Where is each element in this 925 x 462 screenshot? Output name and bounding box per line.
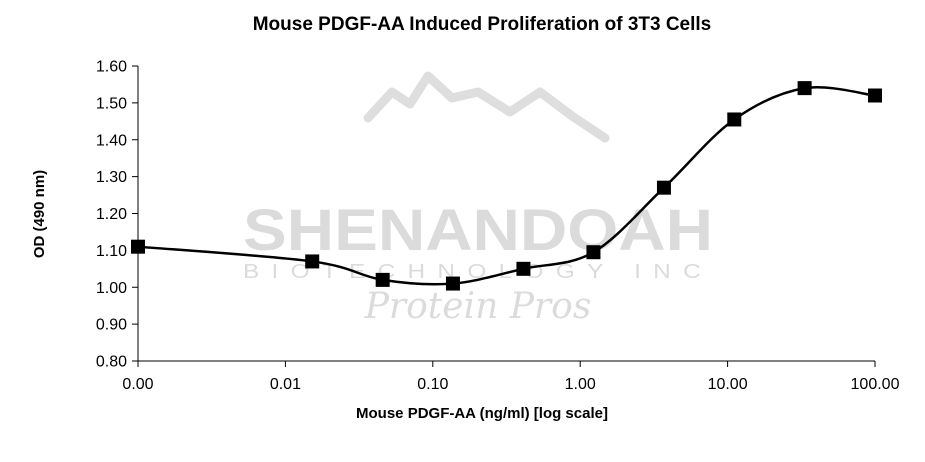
data-point-marker	[868, 88, 882, 103]
x-tick-label: 0.00	[122, 376, 153, 393]
series-line	[137, 86, 876, 286]
y-tick-label: 1.50	[96, 95, 127, 112]
x-ticks: 0.00 0.01 0.10 1.00 10.00 100.00	[122, 361, 900, 393]
y-tick-label: 1.10	[96, 243, 127, 260]
data-point-marker	[727, 112, 742, 127]
data-point-marker	[445, 276, 460, 291]
data-point-marker	[375, 272, 390, 287]
y-tick-label: 1.40	[96, 132, 127, 149]
mountain-watermark-icon	[363, 71, 610, 143]
x-axis: 0.00 0.01 0.10 1.00 10.00 100.00	[122, 360, 900, 393]
watermark-subtitle: BIOTECHNOLOGY INC	[243, 261, 713, 283]
y-tick-label: 0.90	[96, 317, 127, 334]
y-tick-label: 1.00	[96, 280, 127, 297]
data-point-marker	[516, 261, 531, 276]
y-axis-label: OD (490 nm)	[31, 170, 48, 258]
y-tick-label: 1.30	[96, 169, 127, 186]
data-point-marker	[305, 254, 320, 269]
x-tick-label: 1.00	[565, 376, 596, 393]
x-tick-label: 100.00	[851, 376, 900, 393]
chart-title: Mouse PDGF-AA Induced Proliferation of 3…	[253, 14, 712, 35]
plot-area	[131, 81, 882, 291]
y-tick-label: 0.80	[96, 354, 127, 371]
data-point-marker	[131, 239, 145, 254]
watermark-logo: SHENANDOAH BIOTECHNOLOGY INC Protein Pro…	[243, 71, 713, 327]
y-ticks: 0.80 0.90 1.00 1.10 1.20 1.30 1.40 1.50 1.60	[96, 59, 138, 371]
x-tick-label: 0.01	[270, 376, 301, 393]
x-tick-label: 10.00	[708, 376, 748, 393]
data-point-marker	[656, 180, 671, 195]
y-tick-label: 1.60	[96, 59, 127, 76]
x-axis-label: Mouse PDGF-AA (ng/ml) [log scale]	[356, 405, 608, 422]
watermark-company: SHENANDOAH	[243, 198, 713, 263]
x-tick-label: 0.10	[417, 376, 448, 393]
y-axis: 0.80 0.90 1.00 1.10 1.20 1.30 1.40 1.50 1.60	[96, 59, 139, 371]
data-point-marker	[586, 245, 601, 260]
y-tick-label: 1.20	[96, 206, 127, 223]
data-point-marker	[797, 81, 812, 96]
watermark-tagline: Protein Pros	[364, 286, 592, 327]
